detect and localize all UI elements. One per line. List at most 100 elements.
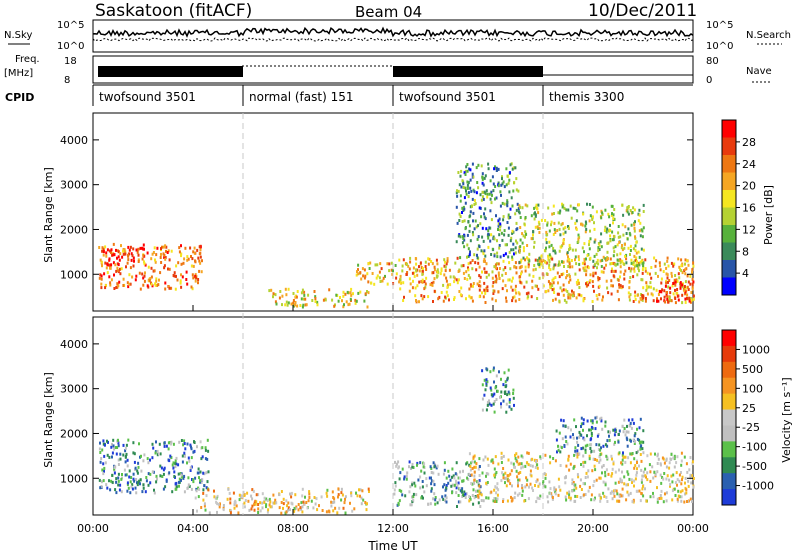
power-cell-1259: [494, 165, 496, 169]
velocity-cell-1113: [620, 479, 623, 483]
power-cell-1545: [547, 206, 550, 210]
power-cell-595: [513, 295, 516, 299]
power-cell-8: [193, 246, 196, 250]
velocity-cell-1344: [561, 437, 564, 441]
power-cell-960: [655, 259, 658, 263]
power-cell-643: [424, 265, 427, 268]
velocity-cell-968: [670, 452, 673, 456]
velocity-cell-873: [674, 494, 677, 497]
power-cell-382: [386, 282, 389, 286]
velocity-cell-213: [199, 479, 202, 483]
power-cell-1609: [606, 241, 609, 245]
velocity-cell-1454: [633, 440, 636, 444]
velocity-cell-933: [495, 491, 498, 495]
velocity-cell-762: [571, 482, 574, 486]
velocity-cell-633: [409, 503, 412, 507]
power-cell-1110: [497, 181, 500, 185]
power-cell-453: [681, 301, 684, 305]
velocity-cell-693: [423, 490, 426, 494]
power-cell-215: [180, 285, 183, 289]
power-cell-451: [514, 261, 517, 265]
power-cell-1487: [612, 221, 614, 225]
velocity-cell-184: [114, 446, 117, 449]
velocity-cell-224: [108, 455, 111, 459]
velocity-cell-1189: [661, 456, 664, 460]
power-cell-419: [638, 300, 641, 304]
power-cell-975: [429, 283, 432, 287]
power-cell-853: [497, 290, 500, 294]
power-cell-194: [154, 258, 156, 262]
velocity-cell-1441: [586, 434, 588, 438]
velocity-cell-129: [145, 479, 148, 483]
velocity-cell-1272: [481, 408, 484, 412]
power-cell-695: [430, 260, 433, 263]
velocity-cell-1070: [490, 490, 493, 494]
velocity-cell-1299: [493, 400, 496, 403]
power-cell-730: [562, 272, 565, 276]
velocity-cell-1044: [599, 453, 602, 456]
velocity-cell-615: [472, 502, 475, 506]
power-cell-652: [472, 282, 475, 285]
velocity-cell-620: [396, 462, 398, 466]
power-cell-1533: [606, 227, 609, 231]
power-cell-3: [198, 259, 201, 263]
velocity-cell-953: [523, 499, 526, 503]
velocity-cell-1188: [578, 452, 581, 456]
power-cell-1547: [603, 229, 606, 232]
power-cell-1050: [645, 284, 648, 288]
velocity-cell-1016: [517, 484, 519, 488]
velocity-cell-82: [103, 469, 105, 473]
power-cell-859: [481, 291, 483, 295]
velocity-cell-1449: [586, 443, 589, 447]
velocity-cell-1145: [539, 457, 542, 461]
velocity-cell-1339: [569, 435, 572, 439]
power-cell-1206: [499, 228, 502, 232]
velocity-cell-843: [511, 484, 513, 488]
velocity-cell-754: [520, 454, 523, 458]
power-cell-615: [548, 266, 551, 270]
velocity-cell-1: [200, 480, 203, 484]
velocity-cell-1464: [639, 440, 642, 444]
power-cell-881: [662, 270, 665, 273]
power-cell-238: [110, 251, 112, 255]
velocity-cell-291: [177, 480, 180, 484]
power-cell-1071: [469, 186, 472, 190]
velocity-cell-1233: [678, 479, 681, 483]
power-cell-647: [505, 296, 507, 300]
power-cell-1070: [486, 192, 489, 196]
velocity-cell-848: [659, 473, 662, 477]
velocity-cell-390: [255, 500, 258, 504]
velocity-cell-1115: [627, 472, 630, 476]
power-cell-768: [510, 279, 513, 283]
power-cell-1752: [674, 280, 677, 284]
power-cell-170: [198, 252, 201, 256]
power-cell-842: [558, 299, 561, 303]
velocity-cell-1066: [601, 471, 603, 475]
velocity-cell-1238: [662, 477, 665, 481]
velocity-cell-879: [569, 498, 572, 502]
power-cell-839: [616, 289, 619, 293]
power-cell-1324: [509, 163, 512, 167]
velocity-cell-6: [117, 458, 120, 462]
power-cell-1108: [513, 252, 515, 256]
power-cell-1486: [616, 253, 619, 257]
power-cell-482: [632, 300, 635, 303]
velocity-cell-915: [538, 482, 541, 486]
power-cell-1209: [465, 192, 468, 196]
velocity-cell-478: [266, 499, 269, 502]
power-cell-1445: [609, 223, 611, 227]
velocity-cell-130: [201, 478, 204, 482]
velocity-cell-1040: [607, 472, 610, 476]
velocity-cell-1160: [584, 460, 587, 464]
velocity-cell-608: [397, 460, 400, 464]
velocity-cell-576: [464, 496, 467, 499]
velocity-cell-102: [105, 483, 108, 487]
xtick-label-0: 00:00: [77, 522, 109, 535]
velocity-cell-16: [131, 483, 134, 487]
velocity-cell-446: [267, 508, 270, 512]
power-cell-47: [127, 285, 130, 289]
power-cell-949: [414, 257, 417, 260]
power-cell-786: [478, 265, 481, 269]
velocity-cell-172: [126, 483, 129, 487]
velocity-cell-158: [124, 473, 127, 477]
